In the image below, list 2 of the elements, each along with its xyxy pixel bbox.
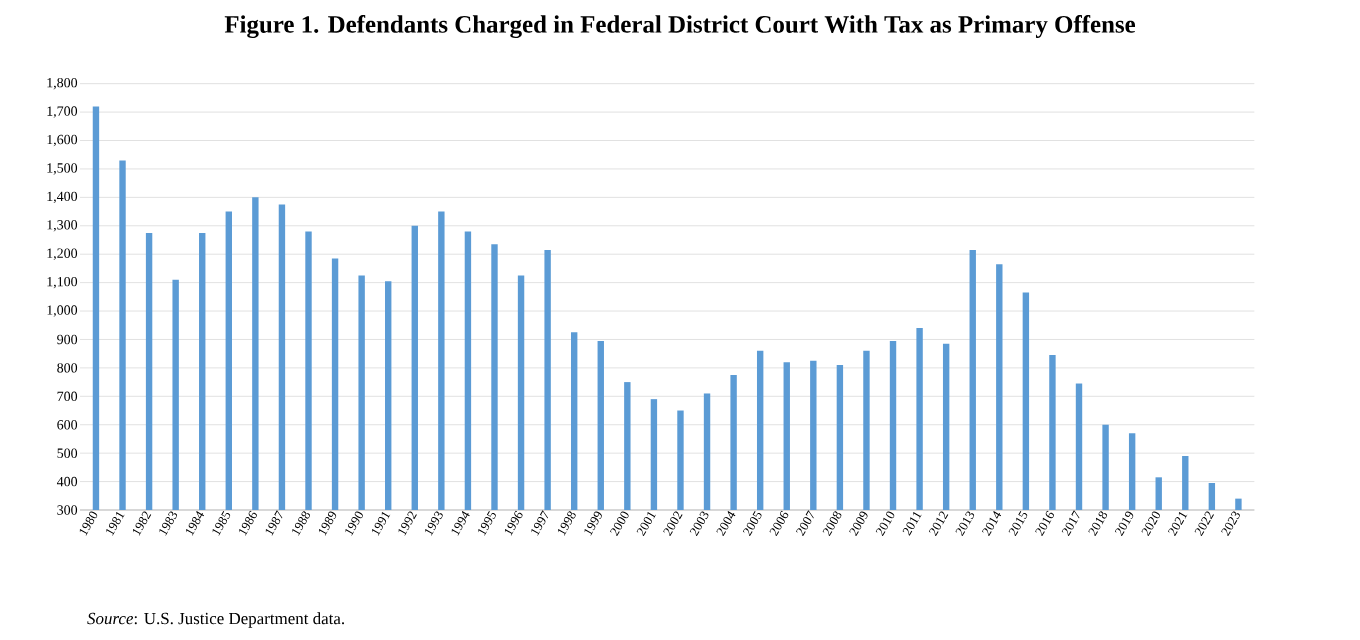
text: Source: U.S. Justice Department data. [87,612,345,628]
chart-title: Figure 1. Defendants Charged in Federal District Court With Tax as Primary Offense [224,15,1136,39]
